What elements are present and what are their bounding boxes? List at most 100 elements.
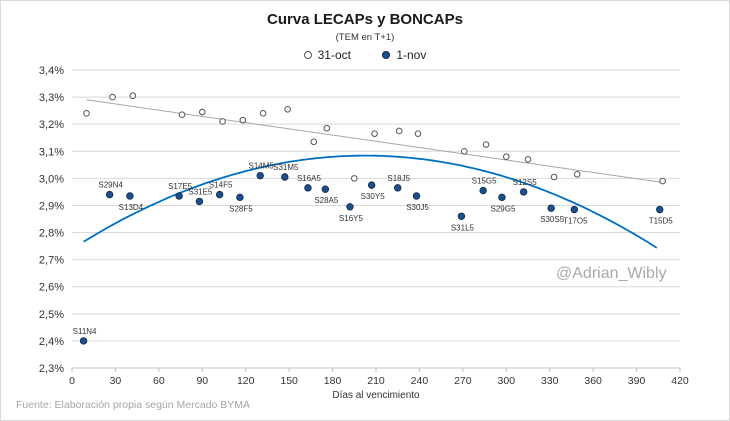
data-label: S14F5: [209, 181, 233, 190]
point-1-nov: [457, 212, 466, 220]
data-label: S31E5: [188, 187, 213, 196]
point-31-oct: [550, 173, 558, 181]
data-label: S18J5: [387, 174, 410, 183]
data-label: S30J5: [406, 203, 429, 212]
point-1-nov: [570, 205, 579, 214]
x-tick-label: 90: [196, 375, 208, 387]
y-tick-label: 2,7%: [39, 255, 64, 267]
watermark: @Adrian_Wibly: [556, 265, 667, 282]
point-31-oct: [323, 124, 331, 132]
x-tick-label: 330: [541, 375, 559, 387]
x-tick-label: 270: [454, 375, 472, 387]
x-tick-label: 150: [280, 375, 298, 387]
point-31-oct: [461, 147, 468, 155]
x-tick-label: 300: [498, 375, 516, 387]
y-tick-label: 2,6%: [39, 282, 64, 294]
data-label: S17E5: [168, 182, 193, 191]
x-tick-label: 240: [411, 375, 429, 387]
y-tick-label: 2,9%: [39, 200, 64, 212]
point-31-oct: [83, 110, 90, 117]
point-31-oct: [219, 118, 226, 125]
point-1-nov: [394, 184, 402, 192]
y-tick-label: 2,4%: [39, 336, 64, 348]
point-1-nov: [215, 190, 224, 199]
point-31-oct: [198, 108, 206, 116]
point-31-oct: [350, 175, 358, 182]
y-tick-label: 2,3%: [39, 363, 64, 375]
point-31-oct: [310, 138, 318, 146]
point-31-oct: [239, 116, 247, 124]
point-1-nov: [256, 171, 264, 180]
x-tick-label: 210: [367, 375, 385, 387]
data-label: S16Y5: [339, 214, 364, 223]
data-label: S28F5: [229, 204, 253, 213]
data-label: S31L5: [451, 223, 475, 232]
y-tick-label: 2,5%: [39, 309, 64, 321]
point-1-nov: [547, 204, 555, 212]
x-tick-label: 360: [584, 375, 602, 387]
x-tick-label: 390: [628, 375, 646, 387]
point-31-oct: [573, 171, 581, 178]
trendline-31-oct: [86, 99, 663, 183]
legend-label-31-oct: 31-oct: [317, 48, 351, 62]
point-31-oct: [502, 153, 510, 160]
point-31-oct: [259, 110, 267, 117]
data-label: S15G5: [472, 177, 497, 186]
point-1-nov: [79, 337, 88, 345]
point-1-nov: [195, 197, 204, 206]
point-1-nov: [175, 192, 183, 200]
data-label: S11N4: [73, 327, 97, 336]
y-tick-label: 3,1%: [39, 146, 64, 158]
point-1-nov: [236, 193, 244, 202]
data-label: S13D4: [119, 203, 144, 212]
y-tick-label: 2,8%: [39, 228, 64, 240]
legend: 31-oct 1-nov: [0, 48, 730, 62]
legend-item-1-nov: 1-nov: [382, 48, 426, 62]
data-label: T17O5: [563, 217, 588, 226]
point-1-nov: [105, 190, 114, 199]
point-31-oct: [371, 130, 378, 137]
point-1-nov: [126, 192, 134, 200]
point-31-oct: [482, 141, 490, 148]
data-label: S29N4: [98, 181, 123, 190]
y-tick-label: 3,0%: [39, 173, 64, 185]
point-31-oct: [109, 93, 116, 101]
point-31-oct: [659, 177, 666, 185]
point-31-oct: [284, 105, 291, 113]
data-label: S16A5: [297, 174, 322, 183]
point-1-nov: [321, 185, 330, 193]
data-label: S29G5: [490, 204, 515, 213]
point-31-oct: [129, 92, 137, 100]
legend-label-1-nov: 1-nov: [396, 48, 427, 62]
data-label: S31M5: [273, 163, 299, 172]
point-1-nov: [479, 186, 487, 195]
point-31-oct: [524, 156, 532, 163]
legend-item-31-oct: 31-oct: [303, 48, 351, 62]
x-axis-title: Días al vencimiento: [332, 390, 420, 401]
point-31-oct: [395, 127, 403, 135]
data-label: S30S5: [540, 215, 565, 224]
point-1-nov: [367, 181, 376, 189]
point-31-oct: [178, 111, 186, 118]
x-tick-label: 180: [324, 375, 342, 387]
point-1-nov: [412, 192, 421, 200]
x-tick-label: 0: [69, 375, 75, 387]
x-tick-label: 120: [237, 375, 255, 387]
hollow-circle-marker-icon: [303, 51, 312, 59]
source-note: Fuente: Elaboración propia según Mercado…: [16, 399, 251, 411]
point-1-nov: [346, 203, 354, 211]
point-1-nov: [656, 205, 664, 214]
point-31-oct: [414, 130, 422, 137]
data-label: S30Y5: [361, 192, 386, 201]
point-1-nov: [281, 173, 289, 181]
y-tick-label: 3,4%: [39, 65, 64, 77]
filled-circle-marker-icon: [382, 51, 391, 59]
x-tick-label: 30: [110, 375, 122, 387]
point-1-nov: [498, 193, 506, 202]
data-label: T15D5: [649, 217, 674, 226]
point-1-nov: [304, 184, 312, 192]
y-tick-label: 3,2%: [39, 119, 64, 131]
x-tick-label: 60: [153, 375, 165, 387]
y-tick-label: 3,3%: [39, 92, 64, 104]
